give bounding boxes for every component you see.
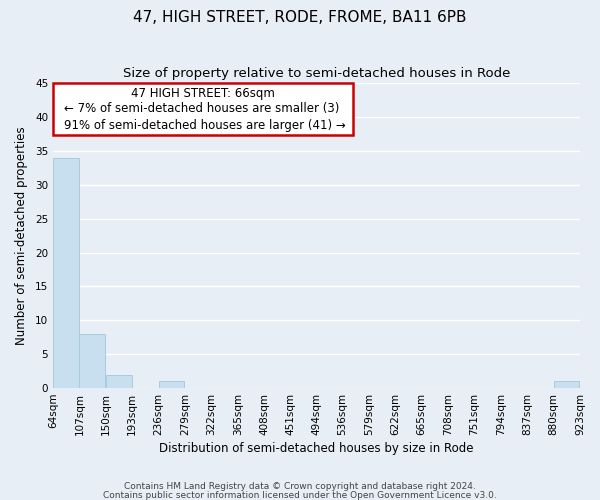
Bar [106, 374, 131, 388]
Text: 47, HIGH STREET, RODE, FROME, BA11 6PB: 47, HIGH STREET, RODE, FROME, BA11 6PB [133, 10, 467, 25]
Text: 91% of semi-detached houses are larger (41) →: 91% of semi-detached houses are larger (… [64, 119, 346, 132]
Bar [79, 334, 105, 388]
Text: 47 HIGH STREET: 66sqm: 47 HIGH STREET: 66sqm [131, 87, 275, 100]
FancyBboxPatch shape [53, 83, 353, 135]
Bar [158, 382, 184, 388]
Text: Contains public sector information licensed under the Open Government Licence v3: Contains public sector information licen… [103, 490, 497, 500]
Title: Size of property relative to semi-detached houses in Rode: Size of property relative to semi-detach… [123, 68, 510, 80]
X-axis label: Distribution of semi-detached houses by size in Rode: Distribution of semi-detached houses by … [159, 442, 474, 455]
Text: Contains HM Land Registry data © Crown copyright and database right 2024.: Contains HM Land Registry data © Crown c… [124, 482, 476, 491]
Bar [554, 382, 580, 388]
Bar [53, 158, 79, 388]
Y-axis label: Number of semi-detached properties: Number of semi-detached properties [15, 126, 28, 345]
Text: ← 7% of semi-detached houses are smaller (3): ← 7% of semi-detached houses are smaller… [64, 102, 339, 116]
